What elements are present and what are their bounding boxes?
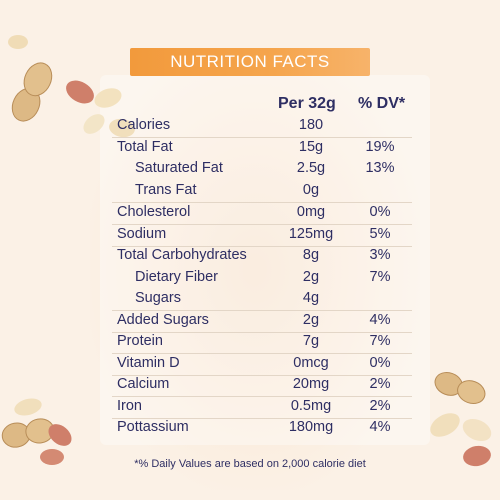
nutrient-row: Added Sugars 2g 4% [108, 312, 418, 332]
nutrient-label: Trans Fat [135, 182, 197, 198]
nutrient-daily-value: 7% [369, 333, 391, 349]
nutrient-row: Calcium 20mg 2% [108, 376, 418, 396]
peanut-kernel-icon [14, 398, 42, 416]
peanut-kernel-icon [463, 445, 491, 467]
nutrient-amount: 8g [302, 247, 320, 263]
nutrient-daily-value: 0% [369, 355, 391, 371]
nutrient-label: Calcium [117, 376, 170, 392]
nutrient-label: Pottassium [117, 419, 189, 435]
peanut-kernel-icon [8, 35, 28, 49]
nutrient-label: Added Sugars [117, 312, 209, 328]
nutrient-daily-value: 4% [369, 419, 391, 435]
nutrient-amount: 15g [298, 139, 324, 155]
background-wash [90, 50, 420, 490]
nutrient-daily-value: 7% [369, 269, 391, 285]
nutrient-daily-value: 2% [369, 398, 391, 414]
peanut-illustration-top-left [8, 35, 135, 138]
nutrient-label: Dietary Fiber [135, 269, 218, 285]
nutrient-daily-value: 2% [369, 376, 391, 392]
row-divider [112, 202, 412, 203]
nutrition-panel [100, 75, 430, 445]
nutrient-row: Iron 0.5mg 2% [108, 398, 418, 418]
nutrient-row: Cholesterol 0mg 0% [108, 204, 418, 224]
row-divider [112, 396, 412, 397]
peanut-illustration-bottom-left [1, 398, 72, 465]
nutrient-amount: 0.5mg [290, 398, 332, 414]
nutrient-label: Cholesterol [117, 204, 191, 220]
nutrient-daily-value: 5% [369, 226, 391, 242]
nutrient-row: Total Fat 15g 19% [108, 139, 418, 159]
nutrient-row: Trans Fat 0g [108, 182, 418, 202]
nutrient-amount: 180 [298, 117, 324, 133]
nutrition-facts-title-text: NUTRITION FACTS [170, 52, 330, 71]
peanut-kernel-icon [83, 114, 105, 134]
peanut-shell-icon [1, 418, 55, 448]
nutrient-amount: 4g [302, 290, 320, 306]
peanut-shell-icon [434, 372, 486, 404]
nutrient-daily-value: 3% [369, 247, 391, 263]
nutrient-row: Pottassium 180mg 4% [108, 419, 418, 439]
nutrient-daily-value: 4% [369, 312, 391, 328]
nutrient-amount: 180mg [288, 419, 334, 435]
nutrient-row: Sugars 4g [108, 290, 418, 310]
nutrition-facts-title: NUTRITION FACTS [130, 48, 370, 76]
peanut-kernel-icon [66, 80, 94, 104]
nutrient-row: Calories 180 [108, 117, 418, 137]
peanut-kernel-icon [109, 118, 135, 138]
row-divider [112, 332, 412, 333]
row-divider [112, 418, 412, 419]
nutrient-daily-value: 0% [369, 204, 391, 220]
peanut-kernel-icon [40, 449, 64, 465]
nutrient-amount: 0mcg [293, 355, 329, 371]
column-header-daily-value: % DV* [358, 95, 406, 112]
nutrient-row: Dietary Fiber 2g 7% [108, 269, 418, 289]
peanut-kernel-icon [462, 418, 492, 442]
nutrient-amount: 20mg [292, 376, 330, 392]
nutrient-amount: 2g [302, 312, 320, 328]
peanut-shell-icon [11, 62, 53, 122]
nutrient-daily-value: 19% [365, 139, 395, 155]
nutrient-label: Sugars [135, 290, 181, 306]
row-divider [112, 224, 412, 225]
nutrient-label: Iron [117, 398, 142, 414]
nutrient-row: Protein 7g 7% [108, 333, 418, 353]
nutrient-daily-value: 13% [365, 160, 395, 176]
nutrient-amount: 0mg [296, 204, 326, 220]
nutrient-amount: 0g [302, 182, 320, 198]
nutrient-label: Saturated Fat [135, 160, 223, 176]
row-divider [112, 310, 412, 311]
peanut-illustration-bottom-right [430, 372, 492, 467]
nutrient-row: Saturated Fat 2.5g 13% [108, 160, 418, 180]
peanut-kernel-icon [94, 88, 122, 108]
nutrient-amount: 2.5g [296, 160, 326, 176]
nutrient-label: Calories [117, 117, 171, 133]
nutrient-amount: 125mg [288, 226, 334, 242]
row-divider [112, 246, 412, 247]
row-divider [112, 137, 412, 138]
nutrient-label: Protein [117, 333, 163, 349]
column-header-per-serving: Per 32g [278, 95, 336, 112]
nutrient-label: Vitamin D [117, 355, 180, 371]
nutrient-row: Vitamin D 0mcg 0% [108, 355, 418, 375]
nutrient-label: Total Fat [117, 139, 173, 155]
nutrient-amount: 7g [302, 333, 320, 349]
row-divider [112, 353, 412, 354]
row-divider [112, 375, 412, 376]
nutrient-row: Total Carbohydrates 8g 3% [108, 247, 418, 267]
peanut-kernel-icon [48, 424, 72, 446]
nutrient-row: Sodium 125mg 5% [108, 226, 418, 246]
nutrient-label: Sodium [117, 226, 167, 242]
peanut-kernel-icon [430, 413, 460, 437]
nutrient-label: Total Carbohydrates [117, 247, 247, 263]
daily-value-footnote: *% Daily Values are based on 2,000 calor… [134, 458, 366, 470]
nutrient-amount: 2g [302, 269, 320, 285]
